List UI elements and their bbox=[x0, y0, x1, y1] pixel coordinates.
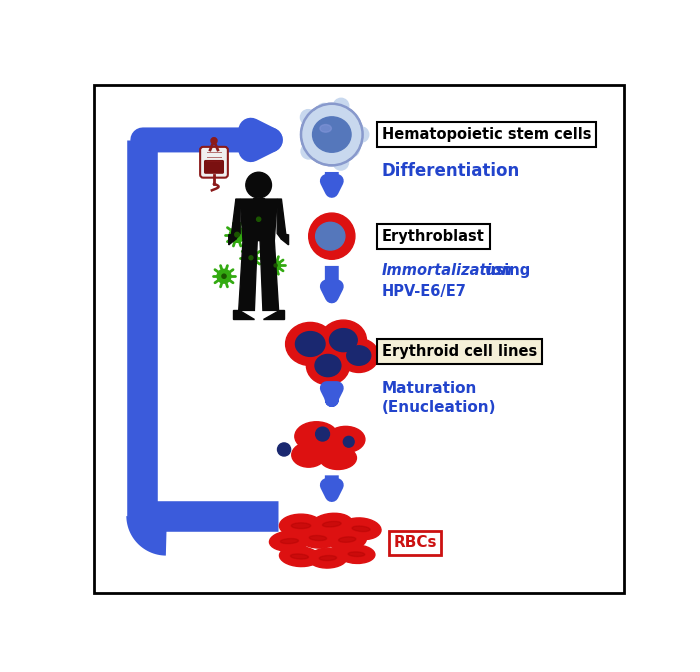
Circle shape bbox=[222, 274, 226, 278]
Ellipse shape bbox=[319, 556, 337, 560]
Text: HPV-E6/E7: HPV-E6/E7 bbox=[382, 284, 467, 299]
Ellipse shape bbox=[309, 548, 347, 568]
Ellipse shape bbox=[309, 536, 327, 540]
FancyBboxPatch shape bbox=[204, 160, 224, 174]
Circle shape bbox=[316, 427, 330, 441]
Ellipse shape bbox=[286, 323, 335, 366]
Text: RBCs: RBCs bbox=[393, 535, 437, 550]
Text: Erythroid cell lines: Erythroid cell lines bbox=[382, 344, 537, 359]
Polygon shape bbox=[281, 233, 288, 245]
Ellipse shape bbox=[326, 426, 365, 452]
Circle shape bbox=[309, 213, 355, 259]
Ellipse shape bbox=[311, 513, 353, 535]
Ellipse shape bbox=[295, 331, 325, 356]
Ellipse shape bbox=[338, 545, 375, 563]
Ellipse shape bbox=[320, 124, 331, 132]
Text: using: using bbox=[480, 263, 531, 278]
Ellipse shape bbox=[281, 538, 298, 544]
Text: (Enucleation): (Enucleation) bbox=[382, 400, 496, 415]
Circle shape bbox=[354, 127, 369, 142]
FancyBboxPatch shape bbox=[200, 147, 228, 177]
Circle shape bbox=[249, 256, 253, 259]
Text: Erythroblast: Erythroblast bbox=[382, 228, 484, 244]
Circle shape bbox=[274, 264, 277, 267]
Circle shape bbox=[300, 110, 316, 125]
Circle shape bbox=[277, 443, 290, 456]
Circle shape bbox=[230, 227, 245, 243]
Ellipse shape bbox=[352, 526, 370, 532]
Circle shape bbox=[217, 269, 231, 283]
Circle shape bbox=[344, 141, 359, 157]
Circle shape bbox=[252, 212, 265, 226]
Circle shape bbox=[333, 155, 349, 170]
Polygon shape bbox=[229, 233, 236, 245]
Ellipse shape bbox=[307, 346, 349, 385]
Ellipse shape bbox=[270, 531, 309, 551]
Ellipse shape bbox=[279, 546, 319, 566]
Polygon shape bbox=[277, 200, 286, 239]
Ellipse shape bbox=[295, 422, 338, 451]
Ellipse shape bbox=[290, 554, 309, 559]
Circle shape bbox=[333, 98, 349, 114]
Text: Immortalization: Immortalization bbox=[382, 263, 512, 278]
Text: Maturation: Maturation bbox=[382, 381, 477, 396]
Circle shape bbox=[246, 172, 272, 198]
Ellipse shape bbox=[279, 514, 323, 537]
Ellipse shape bbox=[323, 521, 341, 527]
Circle shape bbox=[271, 261, 281, 270]
Ellipse shape bbox=[292, 443, 326, 467]
Polygon shape bbox=[236, 200, 281, 208]
Ellipse shape bbox=[348, 552, 365, 556]
Ellipse shape bbox=[316, 222, 345, 250]
Circle shape bbox=[317, 148, 332, 163]
Ellipse shape bbox=[319, 446, 356, 470]
Ellipse shape bbox=[315, 354, 341, 376]
Ellipse shape bbox=[341, 518, 381, 540]
Ellipse shape bbox=[339, 339, 379, 372]
Circle shape bbox=[234, 233, 239, 237]
Polygon shape bbox=[263, 310, 284, 319]
Circle shape bbox=[316, 103, 332, 119]
Text: Hematopoietic stem cells: Hematopoietic stem cells bbox=[382, 127, 592, 142]
Polygon shape bbox=[239, 241, 257, 310]
Circle shape bbox=[301, 144, 316, 159]
Polygon shape bbox=[240, 200, 277, 241]
Ellipse shape bbox=[339, 537, 356, 542]
Text: Differentiation: Differentiation bbox=[382, 162, 520, 179]
Ellipse shape bbox=[299, 528, 337, 548]
Ellipse shape bbox=[291, 523, 311, 529]
Ellipse shape bbox=[346, 346, 371, 366]
Polygon shape bbox=[232, 200, 240, 239]
Polygon shape bbox=[253, 198, 265, 200]
Ellipse shape bbox=[321, 320, 367, 360]
Circle shape bbox=[344, 113, 359, 128]
Circle shape bbox=[244, 251, 258, 264]
Circle shape bbox=[301, 103, 363, 165]
Circle shape bbox=[343, 436, 354, 447]
Polygon shape bbox=[260, 241, 279, 310]
Polygon shape bbox=[233, 310, 254, 319]
Ellipse shape bbox=[328, 529, 366, 550]
Circle shape bbox=[301, 127, 316, 142]
Ellipse shape bbox=[330, 329, 357, 351]
Circle shape bbox=[257, 217, 260, 221]
Ellipse shape bbox=[312, 117, 351, 153]
